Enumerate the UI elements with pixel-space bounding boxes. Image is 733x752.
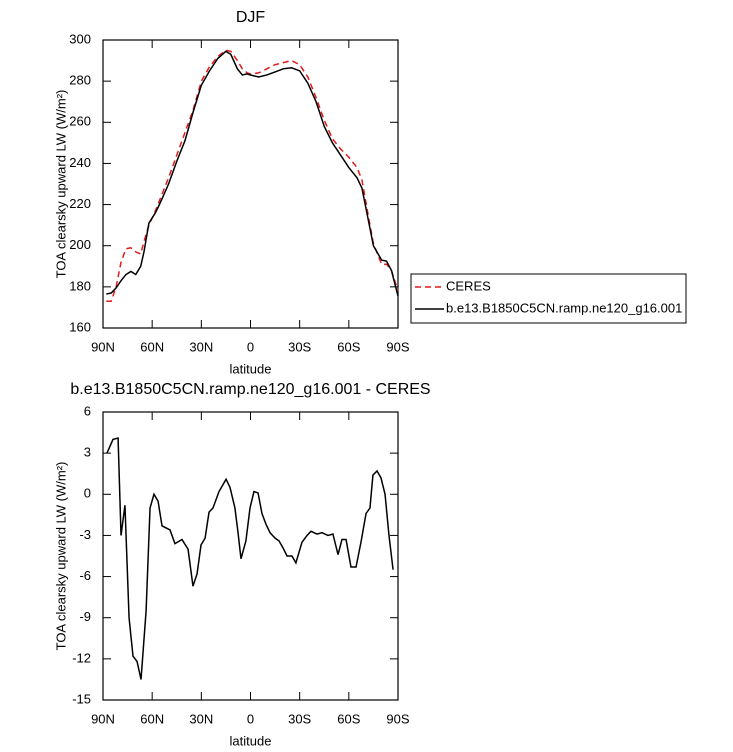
y-tick-label: 280: [69, 73, 91, 88]
y-axis-label: TOA clearsky upward LW (W/m²): [53, 90, 68, 279]
x-tick-label: 0: [247, 711, 254, 726]
data-line: [106, 50, 399, 297]
x-tick-label: 60N: [140, 711, 164, 726]
y-tick-label: 300: [69, 31, 91, 46]
y-tick-label: 180: [69, 278, 91, 293]
y-tick-label: -12: [72, 650, 91, 665]
x-tick-label: 60S: [337, 339, 360, 354]
plot-frame: [102, 39, 399, 329]
y-tick-label: 0: [84, 486, 91, 501]
plot-frame: [102, 411, 399, 701]
chart-title: b.e13.B1850C5CN.ramp.ne120_g16.001 - CER…: [70, 381, 430, 398]
y-tick-label: 3: [84, 445, 91, 460]
y-tick-label: 200: [69, 237, 91, 252]
data-line: [106, 437, 394, 680]
x-tick-label: 0: [247, 339, 254, 354]
legend-label: b.e13.B1850C5CN.ramp.ne120_g16.001: [446, 300, 682, 315]
y-tick-label: 6: [84, 403, 91, 418]
x-tick-label: 90N: [91, 711, 115, 726]
x-tick-label: 60S: [337, 711, 360, 726]
x-tick-label: 30N: [189, 711, 213, 726]
y-axis-label: TOA clearsky upward LW (W/m²): [53, 462, 68, 651]
x-tick-label: 90S: [386, 339, 409, 354]
y-tick-label: 240: [69, 155, 91, 170]
y-tick-label: -6: [79, 568, 91, 583]
x-tick-label: 90N: [91, 339, 115, 354]
data-line: [106, 49, 399, 303]
y-tick-label: -9: [79, 609, 91, 624]
x-axis-label: latitude: [230, 361, 272, 376]
chart-title: DJF: [236, 9, 266, 26]
y-tick-label: 260: [69, 114, 91, 129]
x-axis-label: latitude: [230, 733, 272, 748]
x-tick-label: 60N: [140, 339, 164, 354]
legend-box: [410, 273, 687, 324]
y-tick-label: 220: [69, 196, 91, 211]
y-tick-label: -15: [72, 691, 91, 706]
y-tick-label: -3: [79, 527, 91, 542]
x-tick-label: 30S: [288, 339, 311, 354]
y-tick-label: 160: [69, 319, 91, 334]
legend-label: CERES: [446, 278, 491, 293]
x-tick-label: 30S: [288, 711, 311, 726]
x-tick-label: 30N: [189, 339, 213, 354]
x-tick-label: 90S: [386, 711, 409, 726]
